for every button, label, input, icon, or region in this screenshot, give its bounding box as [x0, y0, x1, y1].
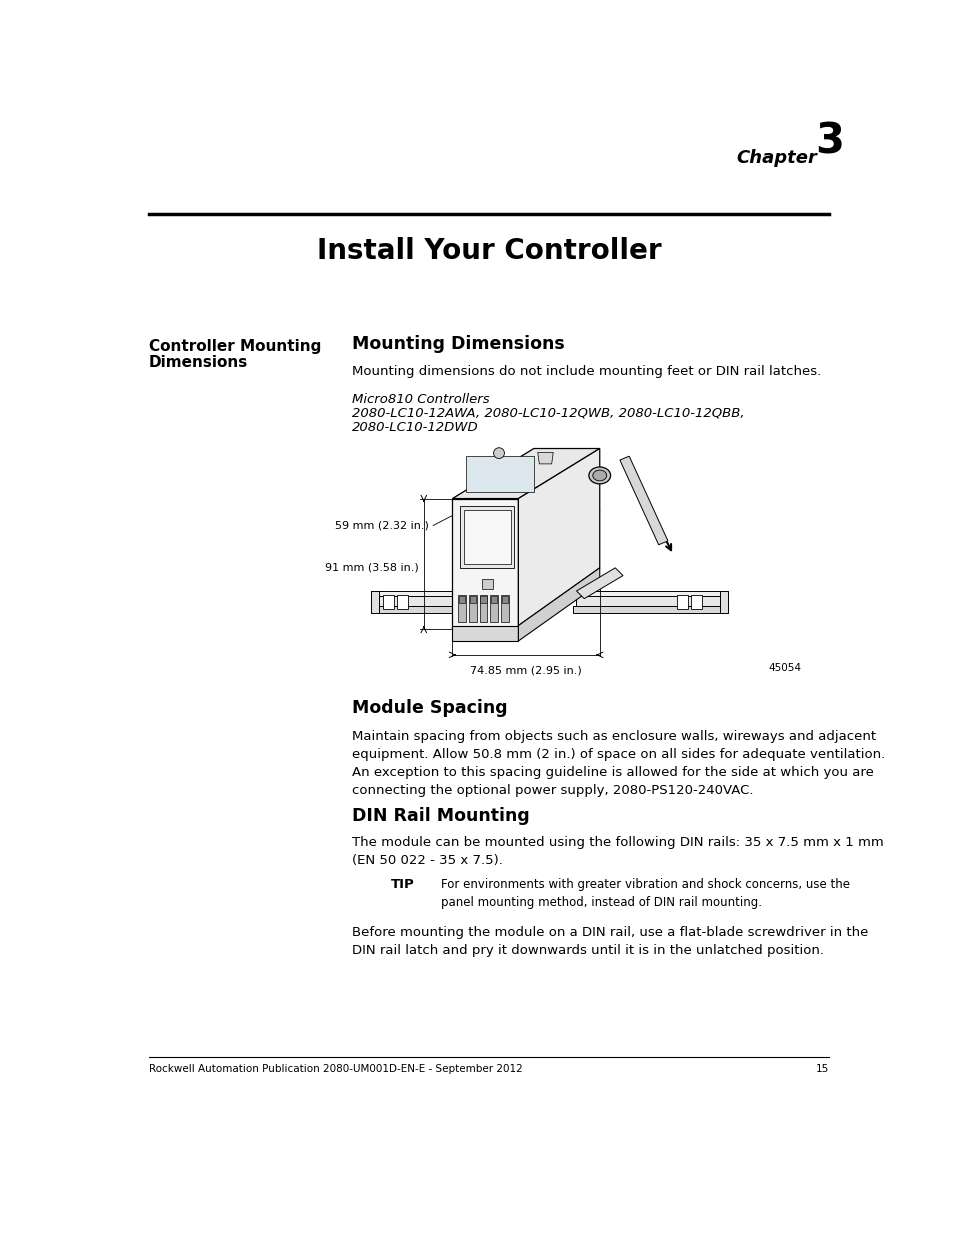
Polygon shape	[576, 597, 723, 606]
Polygon shape	[452, 499, 517, 630]
Polygon shape	[396, 595, 407, 609]
Text: Maintain spacing from objects such as enclosure walls, wireways and adjacent
equ: Maintain spacing from objects such as en…	[352, 730, 884, 797]
Text: Chapter: Chapter	[735, 149, 816, 168]
Polygon shape	[691, 595, 701, 609]
Text: TIP: TIP	[390, 878, 414, 892]
Text: The module can be mounted using the following DIN rails: 35 x 7.5 mm x 1 mm
(EN : The module can be mounted using the foll…	[352, 836, 882, 867]
Text: 59 mm (2.32 in.): 59 mm (2.32 in.)	[335, 520, 429, 531]
Polygon shape	[517, 448, 599, 626]
Polygon shape	[468, 595, 476, 621]
Text: For environments with greater vibration and shock concerns, use the
panel mounti: For environments with greater vibration …	[440, 878, 849, 909]
Polygon shape	[371, 606, 514, 614]
Polygon shape	[517, 568, 599, 641]
Polygon shape	[677, 595, 687, 609]
Text: 45054: 45054	[768, 662, 801, 673]
Polygon shape	[720, 592, 727, 614]
Text: Mounting Dimensions: Mounting Dimensions	[352, 335, 564, 352]
Text: 74.85 mm (2.95 in.): 74.85 mm (2.95 in.)	[470, 666, 581, 676]
Polygon shape	[464, 510, 510, 564]
Polygon shape	[375, 597, 510, 606]
Polygon shape	[490, 595, 497, 621]
Polygon shape	[371, 592, 514, 597]
Text: 15: 15	[815, 1065, 828, 1074]
Text: Micro810 Controllers: Micro810 Controllers	[352, 393, 489, 406]
Text: Module Spacing: Module Spacing	[352, 699, 507, 716]
Text: Install Your Controller: Install Your Controller	[316, 237, 660, 264]
Text: 91 mm (3.58 in.): 91 mm (3.58 in.)	[324, 563, 418, 573]
Polygon shape	[619, 456, 667, 545]
Polygon shape	[537, 452, 553, 464]
Polygon shape	[480, 597, 486, 603]
Ellipse shape	[592, 471, 606, 480]
Polygon shape	[481, 579, 493, 589]
Text: Rockwell Automation Publication 2080-UM001D-EN-E - September 2012: Rockwell Automation Publication 2080-UM0…	[149, 1065, 522, 1074]
Text: Before mounting the module on a DIN rail, use a flat-blade screwdriver in the
DI: Before mounting the module on a DIN rail…	[352, 926, 867, 957]
Circle shape	[493, 448, 504, 458]
Text: 2080-LC10-12DWD: 2080-LC10-12DWD	[352, 421, 478, 433]
Polygon shape	[491, 597, 497, 603]
Polygon shape	[457, 595, 465, 621]
Polygon shape	[459, 506, 514, 568]
Text: Controller Mounting: Controller Mounting	[149, 340, 321, 354]
Polygon shape	[452, 448, 599, 499]
Polygon shape	[382, 595, 394, 609]
Text: Mounting dimensions do not include mounting feet or DIN rail latches.: Mounting dimensions do not include mount…	[352, 366, 821, 378]
Polygon shape	[479, 595, 487, 621]
Text: DIN Rail Mounting: DIN Rail Mounting	[352, 806, 529, 825]
Text: 3: 3	[814, 120, 843, 162]
Polygon shape	[466, 456, 534, 493]
Polygon shape	[500, 595, 509, 621]
Polygon shape	[572, 592, 727, 597]
Polygon shape	[469, 597, 476, 603]
Polygon shape	[458, 597, 464, 603]
Polygon shape	[501, 597, 508, 603]
Polygon shape	[371, 592, 378, 614]
Polygon shape	[572, 606, 727, 614]
Ellipse shape	[588, 467, 610, 484]
Text: 2080-LC10-12AWA, 2080-LC10-12QWB, 2080-LC10-12QBB,: 2080-LC10-12AWA, 2080-LC10-12QWB, 2080-L…	[352, 406, 743, 420]
Text: Dimensions: Dimensions	[149, 354, 248, 369]
Polygon shape	[576, 568, 622, 599]
Polygon shape	[452, 626, 517, 641]
